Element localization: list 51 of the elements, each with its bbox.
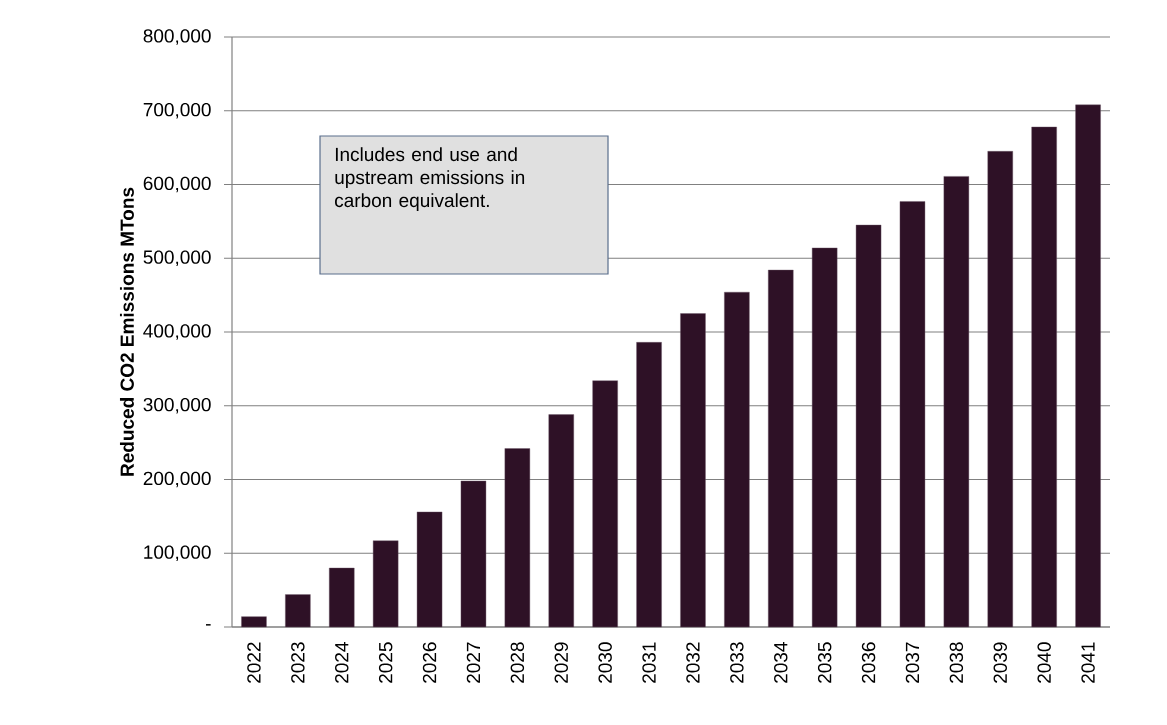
y-tick-label: 500,000 bbox=[143, 250, 211, 267]
y-tick-label: 800,000 bbox=[143, 29, 211, 45]
y-tick-label: 300,000 bbox=[143, 397, 211, 414]
x-tick-label: 2037 bbox=[905, 642, 920, 683]
y-tick-label: 600,000 bbox=[143, 176, 211, 193]
bar bbox=[855, 224, 882, 628]
x-tick-label: 2025 bbox=[378, 642, 393, 683]
x-tick-label: 2041 bbox=[1081, 642, 1095, 683]
x-tick-label: 2032 bbox=[686, 642, 700, 683]
x-tick-label: 2035 bbox=[817, 642, 832, 683]
x-tick-label: 2026 bbox=[422, 642, 437, 683]
bar bbox=[460, 480, 487, 628]
x-tick-label: 2031 bbox=[642, 642, 656, 683]
x-tick-label: 2039 bbox=[993, 642, 1007, 683]
y-tick-label: - bbox=[205, 624, 211, 626]
y-tick-label: 400,000 bbox=[143, 324, 211, 340]
bar bbox=[329, 567, 355, 628]
bar bbox=[241, 616, 267, 628]
x-tick-label: 2030 bbox=[598, 642, 612, 683]
bar bbox=[811, 247, 838, 628]
bar bbox=[548, 414, 574, 628]
x-tick-label: 2038 bbox=[949, 642, 964, 683]
y-axis-title: Reduced CO2 Emissions MTons bbox=[119, 187, 134, 476]
bar bbox=[636, 342, 662, 628]
x-tick-label: 2040 bbox=[1037, 642, 1051, 683]
bar bbox=[724, 291, 750, 628]
x-tick-label: 2027 bbox=[466, 642, 481, 683]
bar bbox=[372, 540, 399, 628]
bar bbox=[987, 151, 1013, 628]
x-tick-label: 2024 bbox=[335, 642, 349, 683]
x-tick-label: 2033 bbox=[730, 642, 744, 683]
bar bbox=[504, 448, 531, 628]
x-tick-label: 2028 bbox=[510, 642, 525, 683]
x-tick-label: 2022 bbox=[247, 642, 261, 683]
bar bbox=[285, 594, 311, 628]
bar bbox=[899, 201, 926, 628]
bar bbox=[768, 269, 794, 628]
bar bbox=[1031, 126, 1057, 628]
x-tick-label: 2029 bbox=[554, 642, 568, 683]
x-tick-label: 2036 bbox=[861, 642, 876, 683]
bar bbox=[943, 176, 970, 628]
bar bbox=[1075, 104, 1101, 628]
y-tick-label: 200,000 bbox=[143, 471, 211, 488]
bar bbox=[416, 511, 443, 628]
bar bbox=[680, 313, 706, 628]
x-tick-label: 2034 bbox=[774, 642, 788, 683]
annotation: Includes end use and upstream emissions in carbon equivalent. bbox=[335, 147, 525, 211]
bar bbox=[592, 380, 618, 628]
y-tick-label: 700,000 bbox=[143, 102, 211, 119]
y-tick-label: 100,000 bbox=[144, 545, 211, 562]
x-tick-label: 2023 bbox=[291, 642, 305, 683]
